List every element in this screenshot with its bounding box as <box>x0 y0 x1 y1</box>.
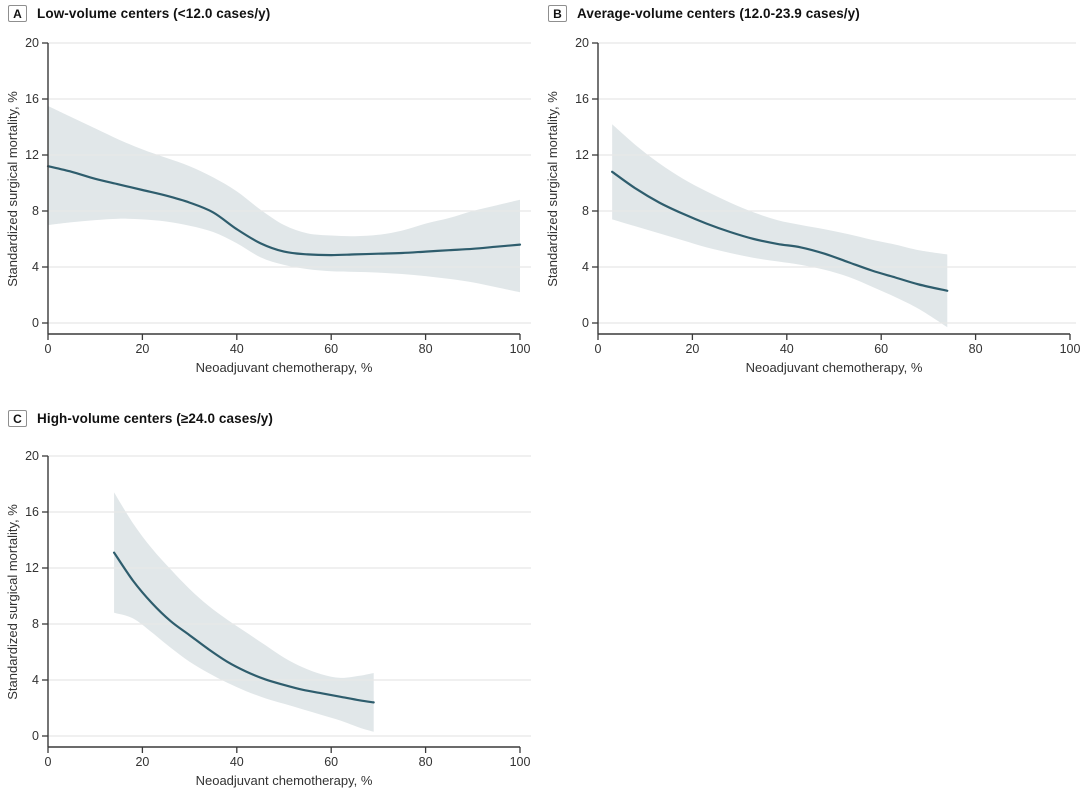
ci-band <box>114 492 374 732</box>
x-tick-label: 60 <box>874 342 888 356</box>
y-tick-label: 16 <box>25 92 39 106</box>
x-tick-label: 0 <box>45 755 52 769</box>
trend-line <box>611 170 949 292</box>
panel-c-header: C High-volume centers (≥24.0 cases/y) <box>8 410 273 427</box>
x-tick-label: 80 <box>419 342 433 356</box>
y-tick-label: 8 <box>582 204 589 218</box>
panel-a-letter: A <box>8 5 27 22</box>
x-tick-label: 60 <box>324 342 338 356</box>
x-axis-title: Neoadjuvant chemotherapy, % <box>196 773 373 788</box>
panel-a-chart: 0 4 8 12 16 20 0 20 40 60 80 100 Neoadjuvant chemoth… <box>5 36 531 375</box>
y-axis-title: Standardized surgical mortality, % <box>5 504 20 700</box>
x-tick-label: 100 <box>1060 342 1080 356</box>
panel-a: A Low-volume centers (<12.0 cases/y) 0 4 8… <box>0 0 540 400</box>
y-tick-label: 8 <box>32 617 39 631</box>
y-tick-label: 0 <box>32 316 39 330</box>
panel-b: B Average-volume centers (12.0-23.9 case… <box>540 0 1080 400</box>
y-tick-label: 12 <box>25 561 39 575</box>
panel-c-letter: C <box>8 410 27 427</box>
y-tick-label: 16 <box>25 505 39 519</box>
x-tick-label: 0 <box>595 342 602 356</box>
ci-band <box>48 106 520 293</box>
x-tick-label: 40 <box>780 342 794 356</box>
panel-c: C High-volume centers (≥24.0 cases/y) 0 4… <box>0 405 540 797</box>
y-axis-title: Standardized surgical mortality, % <box>5 91 20 287</box>
y-tick-label: 12 <box>25 148 39 162</box>
y-tick-label: 16 <box>575 92 589 106</box>
y-tick-label: 20 <box>25 36 39 50</box>
y-tick-label: 12 <box>575 148 589 162</box>
panel-b-title: Average-volume centers (12.0-23.9 cases/… <box>577 6 860 21</box>
x-tick-label: 80 <box>419 755 433 769</box>
panel-b-header: B Average-volume centers (12.0-23.9 case… <box>548 5 860 22</box>
panel-a-title: Low-volume centers (<12.0 cases/y) <box>37 6 271 21</box>
x-axis-title: Neoadjuvant chemotherapy, % <box>196 360 373 375</box>
panel-c-title: High-volume centers (≥24.0 cases/y) <box>37 411 274 426</box>
y-tick-label: 4 <box>32 673 39 687</box>
panel-c-chart: 0 4 8 12 16 20 0 20 40 60 80 100 Neoadjuvant chemoth… <box>5 449 531 788</box>
y-axis-title: Standardized surgical mortality, % <box>545 91 560 287</box>
x-tick-label: 0 <box>45 342 52 356</box>
y-tick-label: 20 <box>25 449 39 463</box>
x-tick-label: 100 <box>510 342 531 356</box>
y-tick-label: 0 <box>582 316 589 330</box>
x-tick-label: 60 <box>324 755 338 769</box>
x-axis-title: Neoadjuvant chemotherapy, % <box>746 360 923 375</box>
x-tick-label: 20 <box>685 342 699 356</box>
x-tick-label: 80 <box>969 342 983 356</box>
panel-b-chart: 0 4 8 12 16 20 0 20 40 60 80 100 Neoadjuvant chemoth… <box>545 36 1080 375</box>
panel-b-letter: B <box>548 5 567 22</box>
x-tick-label: 100 <box>510 755 531 769</box>
y-tick-label: 4 <box>582 260 589 274</box>
y-tick-label: 0 <box>32 729 39 743</box>
panel-a-header: A Low-volume centers (<12.0 cases/y) <box>8 5 270 22</box>
ci-band <box>612 124 948 328</box>
x-tick-label: 20 <box>135 342 149 356</box>
trend-line <box>112 551 375 704</box>
x-tick-label: 20 <box>135 755 149 769</box>
x-tick-label: 40 <box>230 342 244 356</box>
trend-line <box>46 165 522 257</box>
x-tick-label: 40 <box>230 755 244 769</box>
y-tick-label: 4 <box>32 260 39 274</box>
y-tick-label: 8 <box>32 204 39 218</box>
y-tick-label: 20 <box>575 36 589 50</box>
